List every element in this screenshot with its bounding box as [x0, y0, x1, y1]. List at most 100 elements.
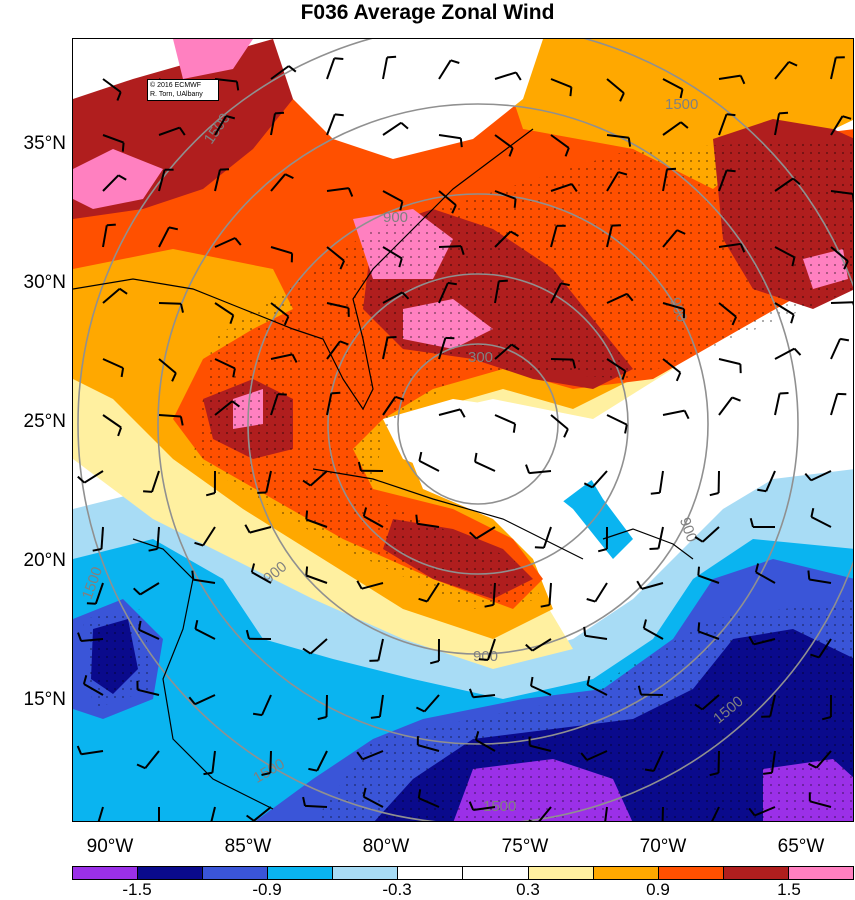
wind-barb-flag [205, 492, 216, 497]
wind-barb-flag [570, 183, 578, 192]
wind-barb [417, 522, 440, 528]
lat-label: 30°N [23, 272, 66, 293]
wind-barb-flag [191, 570, 195, 580]
wind-barb [363, 515, 384, 528]
wind-barb-flag [305, 566, 309, 576]
wind-barb [718, 242, 741, 248]
wind-barb [305, 518, 328, 528]
wind-barb [529, 744, 552, 752]
wind-barb [269, 750, 272, 774]
contour-lines [77, 39, 853, 821]
wind-barb-flag [534, 546, 544, 549]
wind-barb-flag [188, 696, 196, 705]
wind-barb [550, 78, 572, 89]
coastlines [73, 128, 694, 810]
wind-barb-flag [235, 81, 240, 91]
wind-barb [382, 337, 389, 360]
contour-label: 900 [473, 648, 498, 665]
wind-barb-flag [731, 316, 738, 326]
wind-barb [585, 634, 608, 640]
wind-barb-flag [288, 65, 297, 73]
wind-barb-flag [302, 647, 312, 655]
wind-barb [701, 694, 720, 711]
wind-barb [830, 115, 844, 136]
colorbar-swatch [138, 867, 204, 879]
wind-barb [530, 684, 552, 696]
wind-barb [548, 582, 552, 606]
wind-barb-flag [347, 187, 354, 197]
wind-barb-flag [252, 712, 263, 717]
wind-barb [426, 582, 440, 603]
wind-barb-flag [749, 518, 754, 528]
wind-barb-flag [179, 416, 184, 426]
wind-barb-flag [650, 491, 660, 495]
wind-barb-flag [415, 514, 419, 524]
wind-barb-flag [530, 676, 534, 687]
map-panel: 300 900 900 900 900 1500 1500 1500 900 1… [72, 38, 854, 822]
wind-barb [809, 800, 832, 808]
stipple-warm [193, 139, 853, 609]
wind-barb-flag [637, 685, 642, 695]
wind-barb [382, 190, 403, 203]
wind-barb-flag [194, 541, 204, 547]
wind-barb-flag [694, 703, 703, 711]
wind-barb-flag [459, 408, 466, 418]
wind-barb [718, 396, 734, 416]
wind-barb-flag [540, 604, 550, 608]
wind-barb-flag [498, 279, 508, 283]
wind-barb-flag [569, 87, 573, 97]
wind-barb [214, 302, 234, 317]
wind-barb-flag [754, 563, 760, 573]
wind-barb [606, 292, 628, 304]
wind-barb [475, 739, 496, 752]
wind-barb-flag [362, 787, 367, 797]
wind-barb [769, 694, 776, 717]
wind-barb-flag [583, 482, 593, 489]
wind-barb [326, 246, 345, 262]
wind-barb-flag [563, 428, 569, 438]
wind-barb [158, 226, 170, 248]
wind-barb-flag [624, 424, 628, 434]
wind-barb [830, 57, 837, 80]
wind-barb [771, 750, 776, 773]
wind-barb-flag [370, 715, 381, 719]
wind-barb [102, 287, 121, 304]
wind-barb [144, 750, 160, 769]
wind-barb-flag [274, 111, 285, 115]
wind-barb [270, 65, 290, 80]
wind-barb [662, 409, 685, 416]
wind-barb [270, 113, 276, 136]
wind-barb-flag [666, 167, 677, 171]
wind-barb [202, 526, 216, 547]
wind-barb-flag [334, 113, 344, 117]
wind-barb [214, 400, 233, 416]
wind-barb [270, 173, 286, 192]
colorbar-label: 0.3 [516, 880, 540, 899]
wind-barb [718, 74, 741, 80]
wind-barb-flag [792, 177, 801, 186]
wind-barb-flag [121, 142, 125, 152]
wind-barb [326, 340, 341, 360]
lat-label: 20°N [23, 550, 66, 571]
wind-barb-flag [133, 587, 141, 596]
colorbar [72, 866, 854, 880]
wind-barb [158, 126, 181, 136]
wind-barb-flag [77, 632, 83, 642]
wind-barb [325, 694, 328, 718]
colorbar-swatch [463, 867, 529, 879]
wind-barb-flag [762, 771, 773, 775]
wind-barb [326, 57, 336, 80]
wind-barb-flag [676, 229, 686, 235]
colorbar-label: -1.5 [122, 880, 152, 899]
wind-barb-flag [106, 223, 116, 227]
wind-barb [587, 684, 608, 696]
wind-barb-flag [334, 57, 344, 60]
wind-barb-flag [305, 510, 309, 520]
wind-barb-flag [508, 147, 514, 157]
wind-barb [194, 628, 216, 640]
wind-barb [830, 246, 849, 262]
wind-barb-flag [339, 260, 346, 270]
wind-barb [550, 134, 570, 149]
wind-barb [718, 113, 728, 136]
wind-barb-flag [528, 819, 533, 821]
